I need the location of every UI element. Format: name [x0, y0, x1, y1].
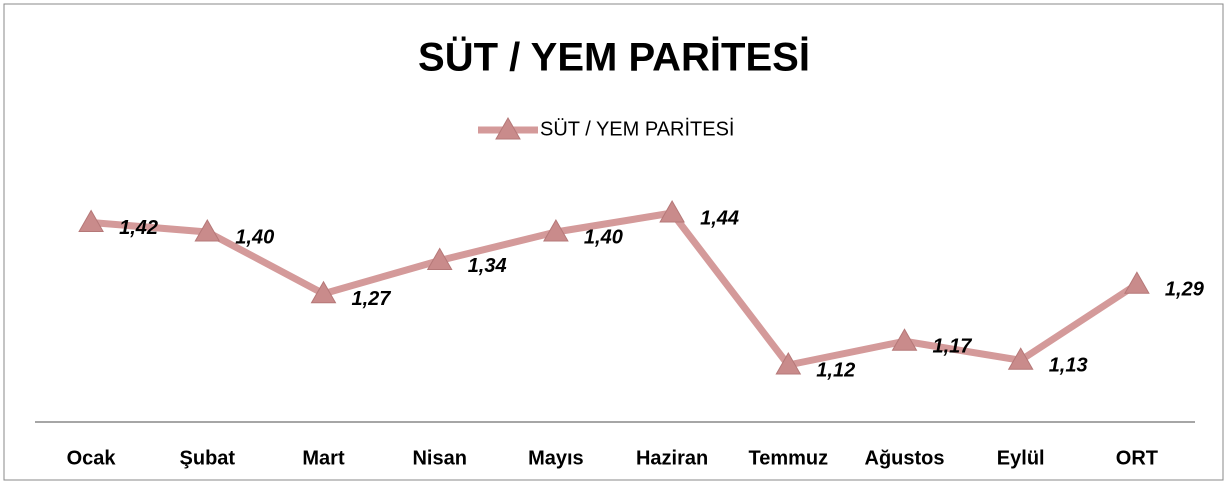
data-marker: [1124, 271, 1150, 294]
marker-shape: [78, 209, 104, 232]
data-label: 1,42: [119, 217, 158, 239]
data-marker: [194, 218, 221, 242]
marker-shape: [426, 247, 453, 270]
x-tick-label: Mart: [302, 447, 345, 469]
data-label: 1,27: [352, 288, 392, 310]
x-tick-label: Eylül: [997, 447, 1045, 469]
marker-shape: [775, 351, 802, 375]
marker-shape: [543, 218, 569, 242]
data-label: 1,12: [816, 359, 855, 381]
data-label: 1,29: [1165, 279, 1205, 301]
x-tick-label: Temmuz: [748, 447, 828, 469]
data-marker: [310, 280, 337, 304]
data-label: 1,17: [933, 336, 973, 358]
data-label: 1,40: [584, 226, 623, 248]
data-marker: [426, 247, 453, 270]
marker-shape: [495, 116, 521, 140]
x-tick-label: Ağustos: [865, 447, 945, 469]
x-tick-label: Şubat: [180, 447, 236, 469]
x-tick-label: Haziran: [636, 447, 708, 469]
data-marker: [891, 328, 918, 351]
data-label: 1,34: [468, 255, 507, 277]
data-label: 1,13: [1049, 355, 1088, 377]
data-marker: [775, 351, 802, 375]
legend-label: SÜT / YEM PARİTESİ: [540, 117, 735, 140]
data-label: 1,40: [235, 226, 274, 248]
x-tick-label: Mayıs: [528, 447, 584, 469]
data-marker: [78, 209, 104, 232]
data-marker: [1007, 347, 1034, 370]
legend-marker: [495, 116, 521, 140]
chart-title: SÜT / YEM PARİTESİ: [418, 35, 810, 80]
data-label: 1,44: [700, 207, 739, 229]
marker-shape: [1124, 271, 1150, 294]
marker-shape: [659, 199, 685, 223]
marker-shape: [194, 218, 221, 242]
marker-shape: [1007, 347, 1034, 370]
marker-shape: [310, 280, 337, 304]
series-line: [90, 209, 1139, 369]
marker-shape: [891, 328, 918, 351]
x-tick-label: Ocak: [67, 447, 117, 469]
x-tick-label: Nisan: [412, 447, 466, 469]
data-marker: [659, 199, 685, 223]
x-tick-label: ORT: [1116, 447, 1158, 469]
chart-frame: [3, 3, 1224, 481]
data-marker: [543, 218, 569, 242]
